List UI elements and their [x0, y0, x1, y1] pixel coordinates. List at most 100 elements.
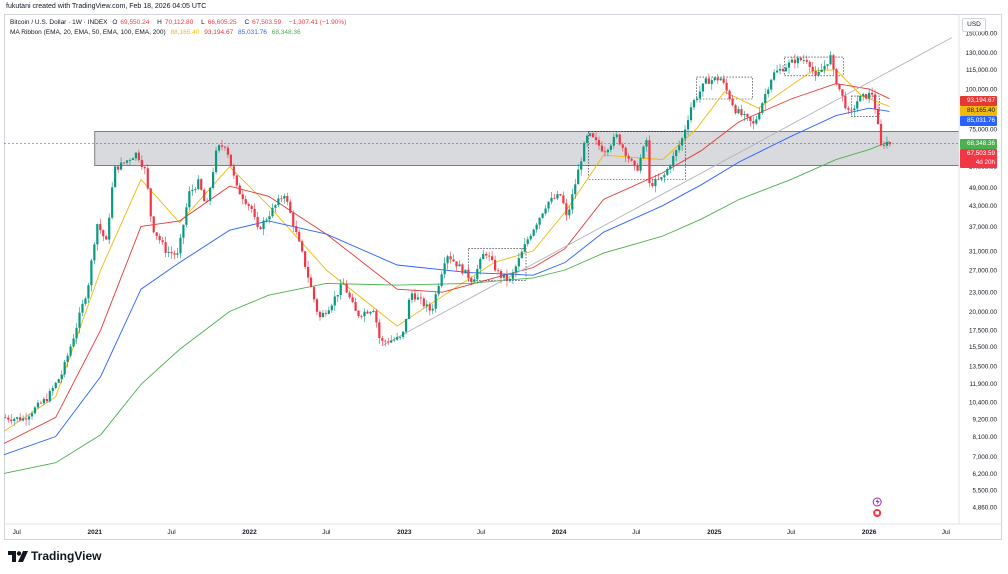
candle-body — [259, 227, 262, 230]
legend-ema50: 93,194.67 — [204, 29, 234, 36]
candle-body — [351, 297, 354, 303]
candle-body — [57, 379, 60, 383]
candle-body — [256, 216, 259, 228]
candle-body — [811, 66, 814, 72]
x-tick-label: 2025 — [707, 529, 722, 536]
candle-body — [571, 194, 574, 210]
candle-body — [678, 145, 681, 151]
legend-low: 66,605.25 — [207, 19, 237, 26]
candle-body — [725, 82, 728, 91]
candle-body — [4, 417, 7, 419]
candle-body — [363, 311, 366, 317]
candle-body — [698, 91, 702, 99]
candle-body — [695, 98, 699, 101]
candle-body — [761, 103, 764, 113]
candle-body — [404, 318, 408, 332]
ema100-price-label: 85,031.76 — [960, 116, 997, 126]
legend-open-label: O — [112, 19, 118, 26]
candle-body — [143, 167, 146, 169]
candle-body — [488, 255, 491, 257]
candle-body — [155, 232, 158, 236]
candle-body — [618, 134, 621, 145]
candle-body — [464, 269, 467, 274]
candle-body — [615, 134, 618, 137]
candle-body — [844, 95, 847, 109]
candle-body — [553, 197, 556, 199]
candle-body — [122, 162, 126, 164]
legend-high: 70,112.80 — [164, 19, 194, 26]
candle-body — [722, 78, 725, 83]
candle-body — [304, 251, 307, 267]
candle-body — [713, 77, 716, 81]
candle-body — [642, 146, 645, 159]
candle-body — [238, 185, 241, 195]
candle-body — [253, 208, 256, 217]
candle-body — [482, 253, 485, 260]
consolidation-box — [696, 76, 753, 100]
candle-body — [550, 197, 553, 202]
ema200-line — [4, 141, 890, 474]
legend-symbol-row: Bitcoin / U.S. Dollar · 1W · INDEX O 69,5… — [10, 18, 349, 28]
candle-body — [410, 293, 414, 300]
candle-body — [161, 240, 164, 243]
y-tick-label: 43,000.00 — [969, 203, 998, 210]
candle-body — [485, 253, 488, 256]
candle-body — [366, 311, 369, 314]
candle-body — [387, 341, 390, 343]
candle-body — [117, 166, 120, 170]
candle-body — [449, 256, 452, 260]
candle-body — [461, 264, 464, 274]
candle-body — [580, 161, 583, 170]
chart-caption: fukutani created with TradingView.com, F… — [6, 3, 207, 10]
candle-body — [292, 212, 295, 227]
candle-body — [873, 94, 877, 109]
candle-body — [856, 101, 859, 109]
candle-body — [306, 266, 310, 278]
candle-body — [173, 253, 176, 255]
candle-body — [327, 310, 330, 314]
candle-body — [422, 298, 425, 307]
candle-body — [817, 71, 820, 76]
candle-body — [476, 268, 479, 280]
candle-body — [755, 119, 758, 124]
candle-body — [209, 187, 212, 201]
candle-body — [523, 244, 526, 252]
candle-body — [565, 203, 568, 216]
candle-body — [105, 236, 108, 240]
candle-body — [214, 150, 218, 173]
candle-body — [743, 113, 746, 115]
currency-button[interactable]: USD — [962, 18, 986, 32]
price-chart[interactable]: 150,000.00 130,000.00 115,000.00 100,000.00… — [4, 14, 1002, 540]
candle-body — [36, 402, 40, 408]
candle-body — [81, 303, 84, 313]
candle-body — [345, 283, 348, 293]
candle-body — [179, 237, 182, 254]
candle-body — [657, 178, 660, 180]
candle-body — [669, 165, 672, 169]
candle-body — [220, 145, 224, 147]
candle-body — [369, 311, 372, 314]
candle-body — [458, 264, 461, 267]
candle-body — [280, 198, 283, 200]
candle-body — [7, 417, 10, 420]
candle-body — [75, 327, 78, 339]
flag-event-glyph — [875, 511, 879, 515]
candle-body — [452, 259, 455, 262]
candle-body — [244, 199, 247, 204]
candle-body — [749, 116, 752, 122]
candle-body — [672, 156, 675, 166]
candle-body — [324, 312, 327, 314]
candle-body — [339, 284, 342, 295]
tradingview-wordmark: TradingView — [31, 549, 102, 563]
candle-body — [223, 146, 227, 148]
candle-body — [42, 399, 45, 404]
candle-body — [336, 294, 339, 297]
candle-body — [226, 147, 230, 155]
candle-body — [770, 79, 773, 90]
candle-body — [802, 60, 805, 61]
candle-body — [372, 310, 375, 312]
candle-body — [146, 168, 149, 189]
candle-body — [470, 278, 473, 282]
candle-body — [51, 388, 54, 392]
legend-symbol: Bitcoin / U.S. Dollar · 1W · INDEX — [10, 19, 108, 26]
